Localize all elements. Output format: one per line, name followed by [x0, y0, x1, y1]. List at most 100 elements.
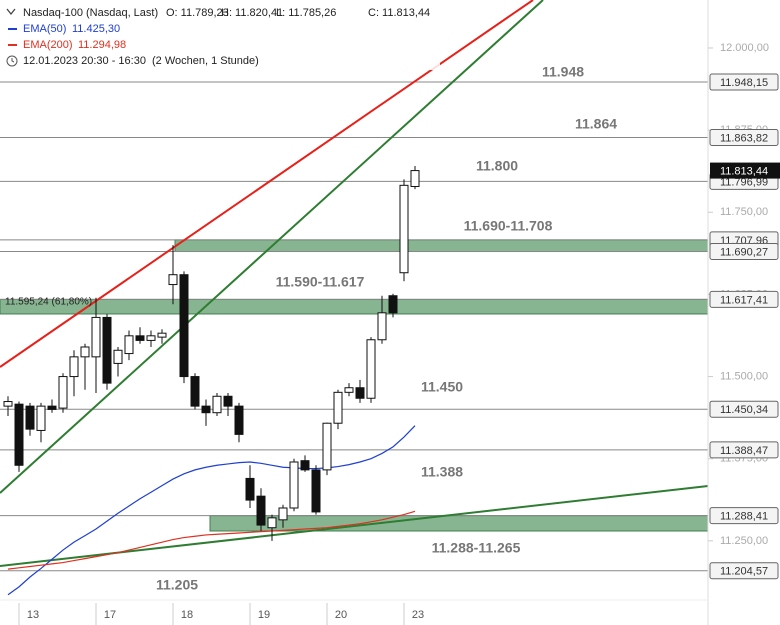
candle-body: [388, 295, 398, 314]
candle-body: [399, 184, 409, 274]
y-tick-label: 11.250,00: [720, 535, 768, 547]
ema-line: [7, 425, 416, 596]
level-box: [709, 243, 779, 261]
candle-body: [256, 495, 266, 526]
candle-body: [245, 477, 255, 501]
candle-body: [311, 469, 321, 513]
current-price-box: [710, 162, 780, 179]
legend-value: 11.425,30: [72, 23, 120, 35]
candle-body: [289, 461, 299, 509]
candle-body: [377, 312, 387, 341]
candle-body: [410, 170, 420, 187]
level-label: 11.204,57: [720, 566, 768, 578]
current-price-label: 11.813,44: [720, 165, 768, 177]
level-annotation: 11.388: [421, 464, 463, 480]
candle-body: [201, 405, 211, 414]
candle-body: [69, 356, 79, 378]
level-box: [709, 290, 779, 308]
candle-body: [333, 391, 343, 424]
candle-body: [102, 316, 112, 384]
ema-line: [7, 510, 416, 570]
levels: [0, 81, 708, 572]
y-tick-label: 11.500,00: [720, 370, 768, 382]
legend-value: 11.294,98: [78, 39, 126, 51]
level-box: [709, 507, 779, 525]
x-tick-label: 13: [27, 609, 39, 621]
clock-icon: [6, 55, 18, 67]
candle-body: [146, 335, 156, 341]
candle-body: [58, 376, 68, 409]
x-tick-label: 17: [104, 609, 116, 621]
candle-body: [223, 395, 233, 407]
x-tick-label: 19: [258, 609, 270, 621]
trend-line-red: [0, 0, 534, 368]
candle-body: [3, 401, 13, 407]
level-box: [709, 128, 779, 146]
instrument-title: Nasdaq-100 (Nasdaq, Last): [23, 7, 158, 19]
candle-body: [25, 405, 35, 430]
level-label: 11.863,82: [720, 132, 768, 144]
candle-body: [80, 346, 90, 358]
period-note: (2 Wochen, 1 Stunde): [152, 55, 259, 67]
legend-name: EMA(50): [23, 23, 66, 35]
ohlc-open: O: 11.789,23: [166, 7, 229, 19]
level-annotation: 11.205: [156, 577, 198, 593]
candle-body: [168, 274, 178, 286]
level-box: [709, 73, 779, 91]
collapse-icon[interactable]: [6, 8, 16, 16]
level-annotation: 11.590-11.617: [276, 274, 365, 290]
candle-body: [300, 460, 310, 471]
level-box: [709, 400, 779, 418]
candle-body: [344, 387, 354, 393]
level-annotation: 11.690-11.708: [464, 218, 553, 234]
level-label: 11.288,41: [720, 511, 768, 523]
annotations: 11.948 11.864 11.800 11.690-11.708 11.590-11…: [5, 64, 617, 593]
header: Nasdaq-100 (Nasdaq, Last) O: 11.789,23 H…: [0, 0, 440, 70]
level-annotation: 11.948: [542, 64, 584, 80]
y-axis: 13 17 18 19 20 2311.250,0011.375,0011.500,001…: [18, 42, 780, 625]
candle-body: [179, 274, 189, 378]
candle-body: [190, 376, 200, 407]
level-annotation: 11.450: [421, 379, 463, 395]
candle-body: [234, 405, 244, 435]
candle-body: [47, 405, 57, 410]
candle-body: [157, 332, 167, 338]
candle-body: [322, 422, 332, 471]
level-annotation: 11.800: [476, 158, 518, 174]
level-box: [709, 441, 779, 459]
level-annotation: 11.288-11.265: [432, 540, 521, 556]
zone: [0, 298, 709, 315]
candle-body: [278, 507, 288, 521]
candle-body: [36, 405, 46, 431]
candle-body: [212, 395, 222, 414]
level-label: 11.690,27: [720, 246, 768, 258]
x-tick-label: 23: [412, 609, 424, 621]
fib-label: 11.595,24 (61,80%): [5, 297, 92, 308]
candle-body: [14, 403, 24, 466]
candles: [3, 165, 420, 541]
ohlc-close: C: 11.813,44: [368, 7, 430, 19]
y-tick-label: 12.000,00: [720, 42, 769, 54]
trend-line-green: [0, 0, 544, 494]
zone: [174, 239, 709, 253]
candle-body: [355, 387, 365, 399]
level-label: 11.388,47: [720, 445, 768, 457]
x-tick-label: 20: [335, 609, 347, 621]
level-annotation: 11.864: [575, 116, 617, 132]
level-label: 11.617,41: [720, 294, 768, 306]
candle-body: [124, 335, 134, 355]
level-label: 11.796,99: [720, 176, 768, 188]
ohlc-low: L: 11.785,26: [276, 7, 336, 19]
header-bg: [0, 0, 440, 70]
x-tick-label: 18: [181, 609, 193, 621]
candle-body: [267, 517, 277, 529]
level-label: 11.450,34: [720, 404, 768, 416]
legend-name: EMA(200): [23, 39, 73, 51]
ohlc-high: H: 11.820,41: [221, 7, 283, 19]
candle-body: [135, 335, 145, 341]
level-label: 11.948,15: [720, 77, 768, 89]
candle-body: [366, 339, 376, 399]
ema-lines: [7, 425, 416, 596]
period: 12.01.2023 20:30 - 16:30: [23, 55, 146, 67]
